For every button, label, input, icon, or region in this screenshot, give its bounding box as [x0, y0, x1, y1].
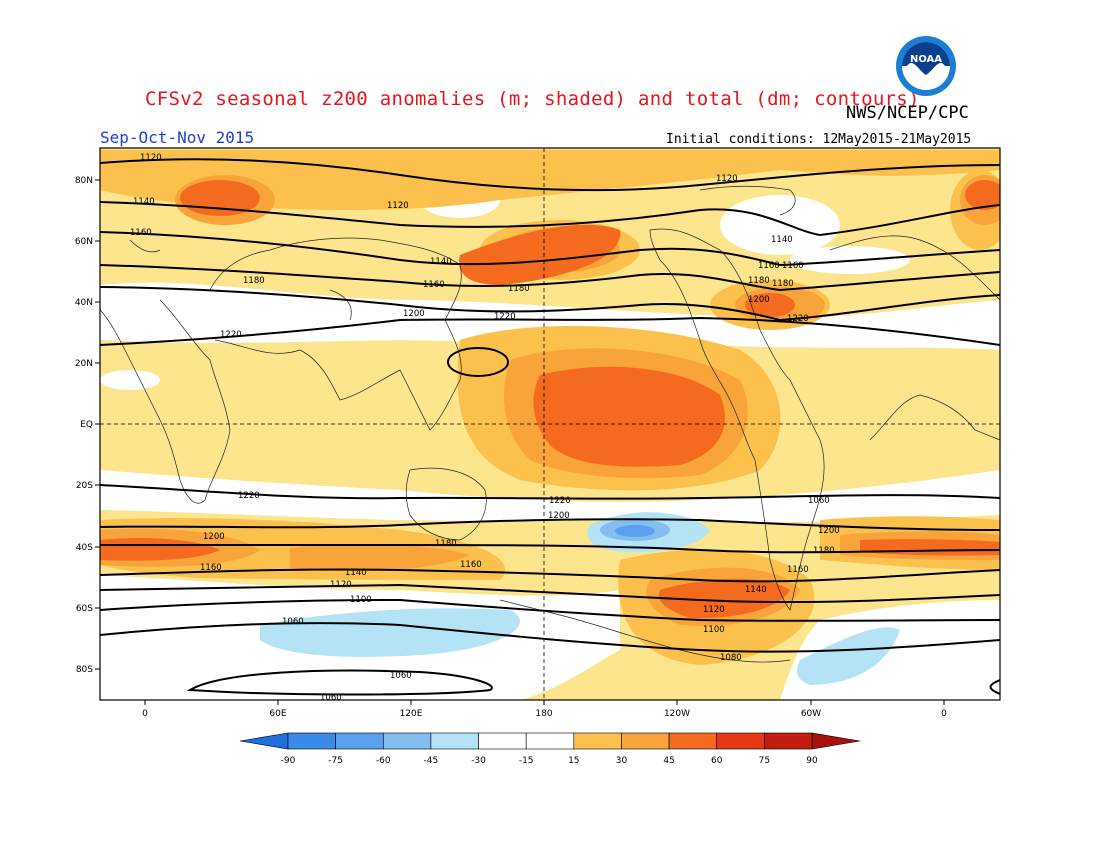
lat-label: 40S [76, 543, 93, 553]
svg-text:1060: 1060 [320, 693, 342, 703]
svg-text:NOAA: NOAA [910, 54, 942, 65]
colorbar-tick-label: 30 [616, 756, 628, 766]
lat-label: 40N [75, 298, 93, 308]
colorbar-box [764, 732, 813, 750]
lon-label: 60E [269, 709, 286, 719]
svg-text:1160: 1160 [423, 280, 445, 290]
colorbar-tick-label: -30 [471, 756, 486, 766]
colorbar-tick-label: -45 [424, 756, 439, 766]
colorbar-box [716, 732, 765, 750]
svg-text:1180: 1180 [813, 546, 835, 556]
colorbar-tick-label: -75 [328, 756, 343, 766]
coastlines [100, 185, 1000, 663]
lat-label: 60S [76, 604, 93, 614]
svg-text:1120: 1120 [716, 174, 738, 184]
svg-text:1060: 1060 [282, 617, 304, 627]
latitude-axis: 80N 60N 40N 20N EQ 20S 40S 60S 80S [75, 176, 100, 675]
svg-text:1220: 1220 [238, 491, 260, 501]
svg-text:1120: 1120 [703, 605, 725, 615]
svg-text:1080: 1080 [720, 653, 742, 663]
lat-label: 80S [76, 665, 93, 675]
lat-label: EQ [80, 420, 93, 430]
svg-text:1160: 1160 [782, 261, 804, 271]
colorbar-arrow-low [239, 732, 289, 750]
colorbar-box [478, 732, 527, 750]
svg-text:1120: 1120 [387, 201, 409, 211]
negative-shading [260, 512, 900, 685]
lon-label: 0 [941, 709, 947, 719]
svg-text:1220: 1220 [220, 330, 242, 340]
colorbar-box [430, 732, 479, 750]
svg-text:1140: 1140 [771, 235, 793, 245]
colorbar-box [335, 732, 384, 750]
lon-label: 60W [801, 709, 821, 719]
svg-text:1180: 1180 [772, 279, 794, 289]
initial-conditions-label: Initial conditions: 12May2015-21May2015 [666, 132, 972, 147]
lon-label: 0 [142, 709, 148, 719]
svg-text:1120: 1120 [330, 580, 352, 590]
noaa-logo-icon: NOAA [896, 36, 956, 96]
colorbar-tick-label: 90 [806, 756, 818, 766]
colorbar-tick-label: 60 [711, 756, 723, 766]
lat-label: 20N [75, 359, 93, 369]
lon-label: 120W [664, 709, 690, 719]
colorbar: -90 -75 -60 -45 -30 -15 15 30 45 60 75 90 [239, 732, 861, 766]
svg-text:1140: 1140 [345, 568, 367, 578]
longitude-axis: 0 60E 120E 180 120W 60W 0 [142, 700, 947, 719]
lat-label: 80N [75, 176, 93, 186]
colorbar-tick-label: 15 [568, 756, 579, 766]
svg-text:1200: 1200 [748, 295, 770, 305]
lat-label: 60N [75, 237, 93, 247]
svg-text:1160: 1160 [130, 228, 152, 238]
lon-label: 120E [400, 709, 423, 719]
height-contours [100, 158, 1000, 696]
svg-text:1100: 1100 [350, 595, 372, 605]
colorbar-box [525, 732, 575, 750]
svg-text:1160: 1160 [460, 560, 482, 570]
high-positive-shading [100, 180, 1000, 619]
svg-text:1200: 1200 [818, 526, 840, 536]
svg-text:1180: 1180 [435, 539, 457, 549]
svg-text:1060: 1060 [808, 496, 830, 506]
svg-text:1200: 1200 [203, 532, 225, 542]
svg-text:1180: 1180 [508, 284, 530, 294]
svg-text:1220: 1220 [787, 314, 809, 324]
svg-text:1220: 1220 [549, 496, 571, 506]
colorbar-tick-label: -15 [519, 756, 534, 766]
svg-text:1200: 1200 [403, 309, 425, 319]
contour-labels: 1120 1140 1160 1120 1180 1140 1160 1180 … [130, 153, 840, 703]
colorbar-tick-label: -90 [281, 756, 296, 766]
colorbar-box [382, 732, 432, 750]
svg-text:1160: 1160 [758, 261, 780, 271]
svg-text:1180: 1180 [243, 276, 265, 286]
svg-text:1120: 1120 [140, 153, 162, 163]
colorbar-tick-label: -60 [376, 756, 391, 766]
colorbar-arrow-high [811, 732, 861, 750]
colorbar-box [621, 732, 670, 750]
colorbar-tick-label: 75 [759, 756, 770, 766]
svg-text:1200: 1200 [548, 511, 570, 521]
svg-text:1060: 1060 [390, 671, 412, 681]
agency-label: NWS/NCEP/CPC [846, 103, 969, 123]
colorbar-box [287, 732, 336, 750]
svg-text:1160: 1160 [787, 565, 809, 575]
lon-label: 180 [535, 709, 552, 719]
svg-text:1180: 1180 [748, 276, 770, 286]
map-title: CFSv2 seasonal z200 anomalies (m; shaded… [145, 88, 920, 110]
svg-text:1140: 1140 [430, 257, 452, 267]
svg-text:1140: 1140 [745, 585, 767, 595]
svg-text:1160: 1160 [200, 563, 222, 573]
colorbar-tick-label: 45 [663, 756, 674, 766]
season-label: Sep-Oct-Nov 2015 [100, 128, 255, 147]
lat-label: 20S [76, 481, 93, 491]
colorbar-box [573, 732, 622, 750]
colorbar-box [668, 732, 718, 750]
svg-text:1100: 1100 [703, 625, 725, 635]
svg-text:1220: 1220 [494, 312, 516, 322]
svg-text:1140: 1140 [133, 197, 155, 207]
